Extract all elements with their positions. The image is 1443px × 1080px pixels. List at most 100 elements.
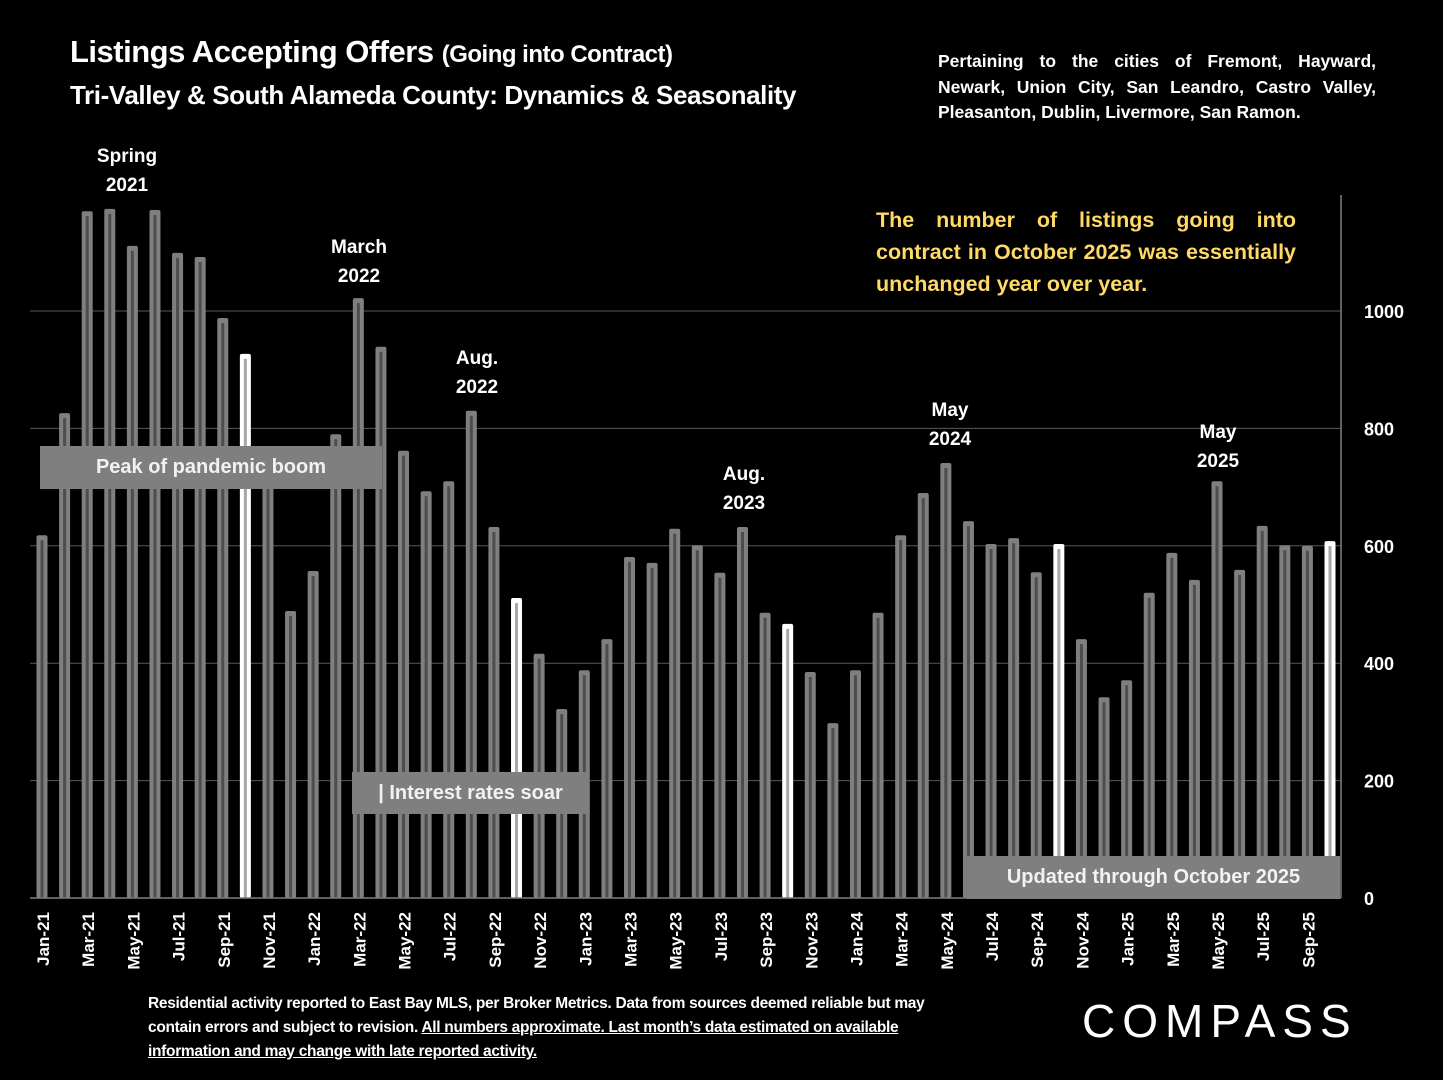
x-tick-label: Jan-24: [847, 911, 866, 965]
bar-jun-22: [420, 491, 432, 898]
annotation-line: March: [331, 237, 387, 258]
bar-inner-stroke: [311, 576, 315, 898]
bar-mar-24: [895, 535, 907, 898]
annotation-march-2022: March 2022: [331, 233, 387, 291]
y-tick-labels: 0 200 400 600 800 1000: [1364, 302, 1404, 909]
x-tick-label: Jan-23: [576, 912, 595, 966]
annotation-line: May: [1199, 422, 1237, 443]
bar-dec-21: [285, 610, 297, 898]
x-tick-label: May-23: [667, 912, 686, 970]
compass-logo: COMPASS: [1082, 994, 1358, 1048]
bar-inner-stroke: [673, 533, 677, 898]
bar-may-24: [940, 463, 952, 898]
bar-inner-stroke: [763, 617, 767, 898]
annotation-spring-2021: Spring 2021: [97, 142, 157, 200]
x-tick-label: Mar-22: [350, 912, 369, 967]
bar-inner-stroke: [85, 216, 89, 898]
bar-inner-stroke: [379, 351, 383, 898]
x-tick-label: Jul-21: [170, 912, 189, 961]
cities-note: Pertaining to the cities of Fremont, Hay…: [938, 51, 1376, 122]
annotation-aug-2023: Aug. 2023: [723, 460, 765, 518]
bar-apr-23: [646, 562, 658, 898]
x-tick-label: Nov-23: [802, 912, 821, 969]
footnote-source: Residential activity reported to East Ba…: [148, 995, 925, 1036]
x-tick-label: Nov-21: [260, 912, 279, 969]
bar-inner-stroke: [63, 418, 67, 898]
bar-feb-21: [59, 413, 71, 898]
bar-jul-23: [714, 572, 726, 898]
bar-inner-stroke: [492, 532, 496, 898]
bar-inner-stroke: [899, 540, 903, 898]
bar-inner-stroke: [424, 496, 428, 898]
bar-mar-23: [624, 556, 636, 898]
bar-inner-stroke: [786, 628, 790, 898]
bar-inner-stroke: [198, 261, 202, 899]
bar-inner-stroke: [989, 549, 993, 898]
x-tick-label: Sep-25: [1299, 912, 1318, 968]
logo-text: COMPASS: [1082, 995, 1358, 1047]
bar-inner-stroke: [628, 561, 632, 898]
label-peak-of-pandemic-boom: Peak of pandemic boom: [40, 446, 382, 489]
bar-apr-24: [917, 492, 929, 898]
bar-inner-stroke: [176, 257, 180, 899]
bar-sep-22: [488, 527, 500, 898]
bar-inner-stroke: [831, 728, 835, 898]
y-tick-label: 1000: [1364, 302, 1404, 322]
bar-mar-21: [81, 211, 93, 898]
label-updated-through: Updated through October 2025: [967, 856, 1340, 899]
bar-inner-stroke: [289, 615, 293, 898]
x-tick-label: Nov-24: [1073, 911, 1092, 968]
bar-oct-23: [782, 623, 794, 898]
callout-text: The number of listings going into contra…: [876, 208, 1296, 296]
bar-inner-stroke: [1034, 577, 1038, 898]
bar-inner-stroke: [1147, 597, 1151, 898]
bar-may-23: [669, 528, 681, 898]
x-tick-label: May-21: [124, 912, 143, 970]
bar-jun-21: [149, 210, 161, 898]
x-tick-label: Jan-25: [1119, 912, 1138, 966]
bar-jul-24: [985, 544, 997, 898]
bar-inner-stroke: [266, 474, 270, 898]
bar-inner-stroke: [1305, 550, 1309, 898]
bar-jan-25: [1121, 680, 1133, 898]
bar-feb-22: [330, 434, 342, 898]
bar-jun-23: [691, 545, 703, 898]
bar-apr-25: [1188, 579, 1200, 898]
bar-jan-22: [307, 571, 319, 898]
bar-apr-21: [104, 208, 116, 898]
chart-title: Listings Accepting Offers (Going into Co…: [70, 34, 673, 70]
bar-aug-23: [736, 527, 748, 898]
bar-mar-25: [1166, 552, 1178, 898]
bar-jul-25: [1256, 525, 1268, 898]
x-tick-label: Nov-22: [531, 912, 550, 969]
y-tick-label: 800: [1364, 419, 1394, 439]
bar-inner-stroke: [334, 439, 338, 898]
bar-inner-stroke: [808, 677, 812, 898]
bar-inner-stroke: [695, 550, 699, 898]
label-interest-rates-soar: | Interest rates soar: [352, 772, 589, 814]
bar-inner-stroke: [1079, 644, 1083, 898]
bar-inner-stroke: [221, 323, 225, 898]
bar-dec-23: [827, 723, 839, 898]
x-tick-label: May-24: [938, 911, 957, 969]
x-tick-label: Mar-24: [893, 911, 912, 966]
bar-aug-25: [1279, 545, 1291, 898]
bar-inner-stroke: [1012, 543, 1016, 898]
y-tick-label: 400: [1364, 654, 1394, 674]
bar-inner-stroke: [356, 303, 360, 898]
bar-feb-24: [872, 612, 884, 898]
bar-inner-stroke: [1102, 702, 1106, 898]
bar-inner-stroke: [1283, 550, 1287, 898]
annotation-line: May: [931, 400, 969, 421]
x-tick-labels: Jan-21 Mar-21 May-21 Jul-21 Sep-21 Nov-21 Jan-…: [34, 911, 1318, 969]
title-main: Listings Accepting Offers: [70, 34, 434, 69]
bar-aug-21: [194, 256, 206, 899]
footnote-disclaimer: All numbers approximate. Last month’s da…: [148, 1019, 899, 1060]
annotation-line: 2022: [337, 266, 381, 287]
chart-subtitle: Tri-Valley & South Alameda County: Dynam…: [70, 80, 797, 110]
bar-nov-21: [262, 469, 274, 898]
bar-inner-stroke: [1328, 546, 1332, 898]
bar-inner-stroke: [944, 468, 948, 898]
bar-may-21: [126, 245, 138, 898]
